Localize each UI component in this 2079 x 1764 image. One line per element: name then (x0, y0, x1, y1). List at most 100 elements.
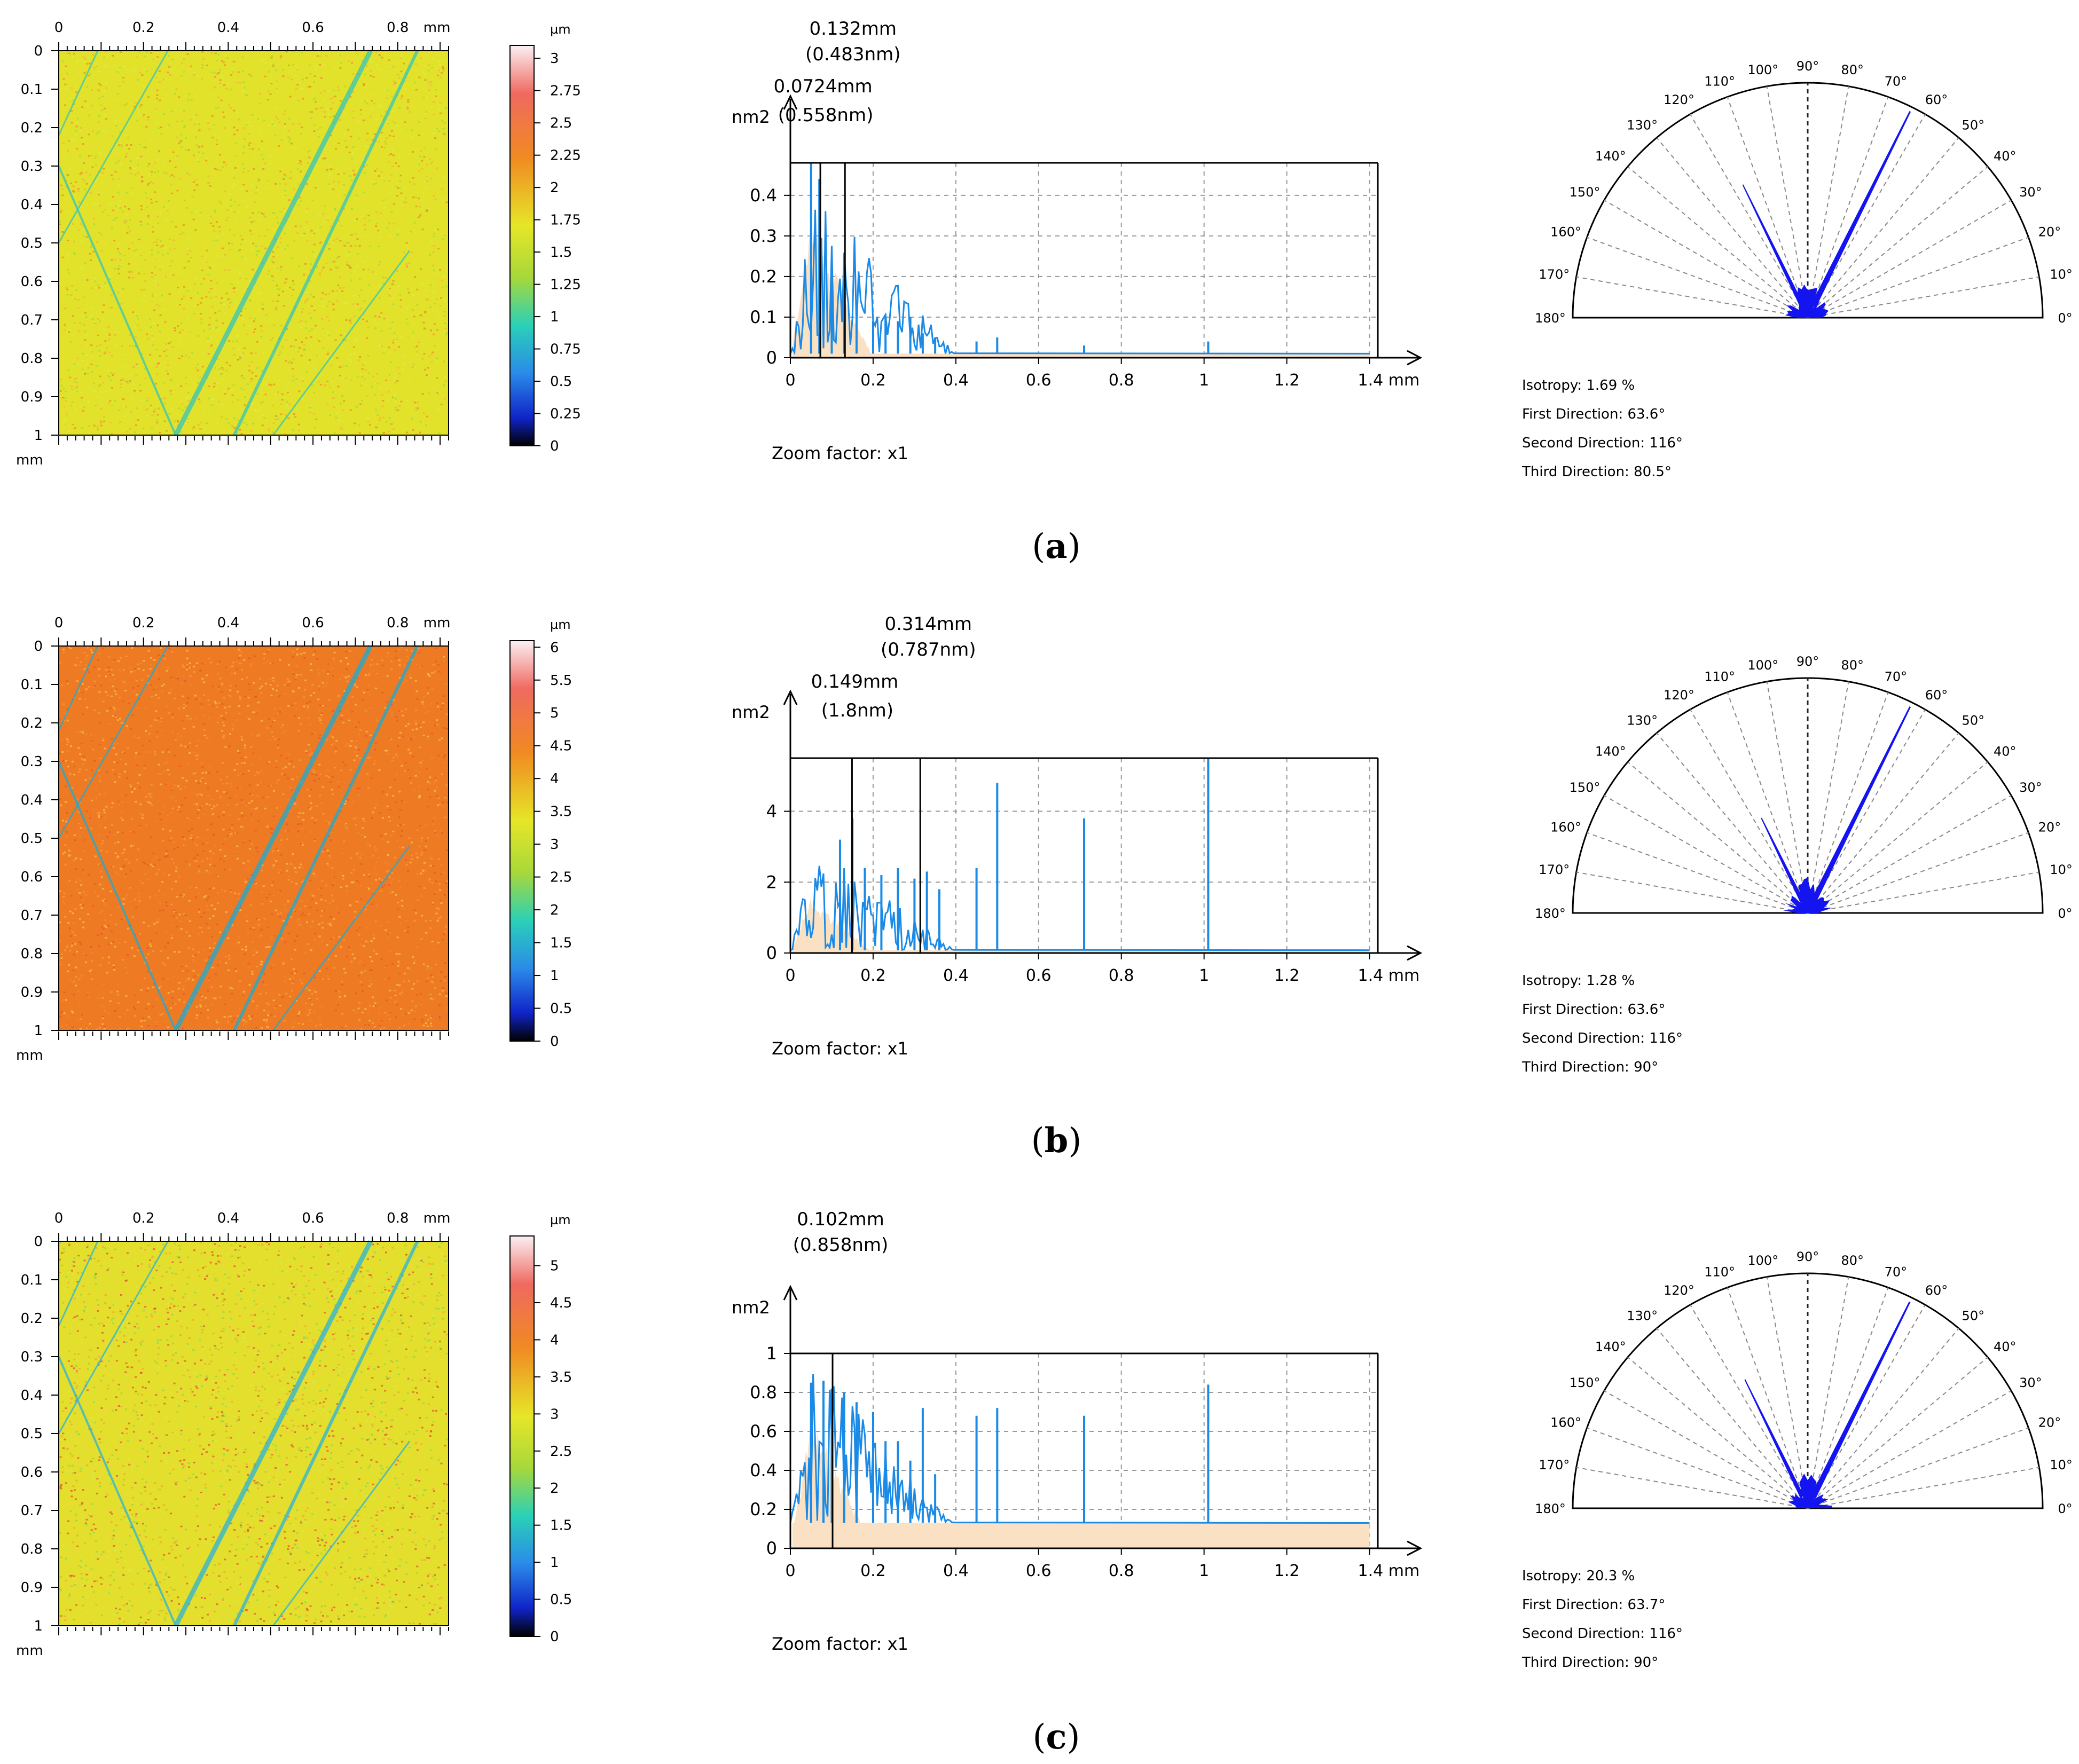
height-map-pixel (68, 855, 70, 857)
height-map-pixel (201, 842, 204, 845)
height-map-pixel (338, 786, 340, 788)
height-map-pixel (443, 979, 446, 981)
height-map-pixel (332, 309, 335, 311)
height-map-pixel (301, 127, 303, 129)
height-map-pixel (243, 389, 245, 391)
map-x-unit: mm (423, 20, 451, 36)
height-map-pixel (442, 70, 445, 72)
height-map-pixel (129, 219, 131, 220)
height-map-pixel (374, 170, 376, 172)
height-map-pixel (383, 978, 386, 980)
height-map-pixel (306, 789, 309, 791)
height-map-pixel (367, 418, 370, 420)
caption-letter: a (1045, 526, 1067, 566)
map-y-tick-label: 0 (34, 43, 43, 59)
height-map-pixel (376, 890, 379, 892)
height-map-pixel (72, 335, 74, 337)
height-map-pixel (206, 842, 209, 844)
height-map-pixel (430, 974, 433, 976)
height-map-pixel (352, 346, 355, 348)
height-map-pixel (90, 734, 92, 736)
height-map-pixel (228, 955, 230, 957)
height-map-pixel (131, 242, 134, 245)
height-map-pixel (344, 803, 347, 805)
height-map-pixel (270, 348, 273, 350)
height-map-pixel (432, 291, 435, 293)
height-map-pixel (170, 273, 172, 275)
height-map-pixel (120, 758, 122, 760)
height-map-pixel (338, 695, 340, 697)
height-map-pixel (407, 101, 410, 103)
map-x-tick-label: 0 (54, 20, 64, 36)
height-map-pixel (277, 222, 279, 224)
height-map-pixel (422, 735, 425, 737)
height-map-pixel (162, 828, 164, 830)
height-map-pixel (87, 373, 89, 375)
height-map-pixel (81, 368, 84, 371)
height-map-pixel (151, 272, 154, 274)
height-map-pixel (294, 339, 297, 341)
height-map-pixel (85, 688, 88, 690)
height-map-pixel (395, 162, 397, 164)
height-map-pixel (166, 904, 168, 907)
height-map-pixel (220, 302, 223, 304)
height-map-pixel (138, 774, 141, 776)
height-map-pixel (74, 934, 77, 936)
height-map-pixel (332, 242, 334, 243)
height-map-pixel (98, 945, 100, 947)
height-map-pixel (145, 409, 147, 411)
height-map-pixel (366, 337, 368, 339)
height-map-pixel (163, 805, 166, 807)
height-map-pixel (268, 428, 270, 430)
height-map-pixel (427, 81, 430, 83)
height-map-pixel (135, 103, 138, 104)
height-map-pixel (73, 922, 75, 924)
height-map-pixel (292, 51, 294, 53)
height-map-pixel (358, 192, 361, 194)
height-map-pixel (416, 980, 419, 982)
height-map-pixel (430, 979, 433, 981)
height-map-pixel (318, 381, 320, 383)
height-map-pixel (163, 652, 166, 655)
height-map-pixel (221, 60, 223, 62)
height-map-pixel (287, 382, 290, 384)
height-map-pixel (241, 739, 244, 741)
height-map-pixel (433, 132, 435, 134)
height-map-pixel (292, 123, 295, 125)
height-map-pixel (257, 919, 260, 920)
height-map-pixel (415, 663, 418, 665)
height-map-pixel (187, 149, 190, 151)
height-map-pixel (384, 1012, 387, 1014)
height-map-pixel (172, 841, 175, 844)
height-map-pixel (98, 653, 101, 655)
height-map-pixel (423, 340, 426, 342)
height-map-pixel (111, 802, 114, 804)
height-map-pixel (131, 818, 134, 820)
height-map-pixel (420, 315, 423, 317)
height-map-pixel (258, 687, 261, 689)
height-map-pixel (166, 126, 169, 128)
height-map-pixel (147, 319, 150, 321)
height-map-pixel (168, 839, 171, 841)
height-map-pixel (375, 952, 378, 955)
height-map-pixel (194, 278, 197, 280)
height-map-pixel (263, 120, 265, 122)
height-map-pixel (260, 392, 263, 394)
height-map-pixel (295, 802, 297, 805)
height-map-pixel (144, 327, 147, 329)
height-map-pixel (85, 1027, 88, 1029)
height-map-pixel (305, 77, 308, 78)
height-map-pixel (419, 771, 421, 774)
height-map-pixel (222, 843, 225, 845)
height-map-pixel (180, 744, 183, 746)
height-map-pixel (197, 812, 199, 814)
height-map-pixel (98, 97, 101, 99)
height-map-pixel (85, 769, 88, 771)
height-map-pixel (330, 922, 333, 924)
height-map-pixel (318, 1017, 321, 1019)
height-map-pixel (190, 297, 193, 299)
height-map-pixel (64, 423, 66, 426)
height-map-pixel (236, 787, 239, 789)
height-map-pixel (100, 193, 103, 195)
height-map-pixel (272, 65, 274, 67)
